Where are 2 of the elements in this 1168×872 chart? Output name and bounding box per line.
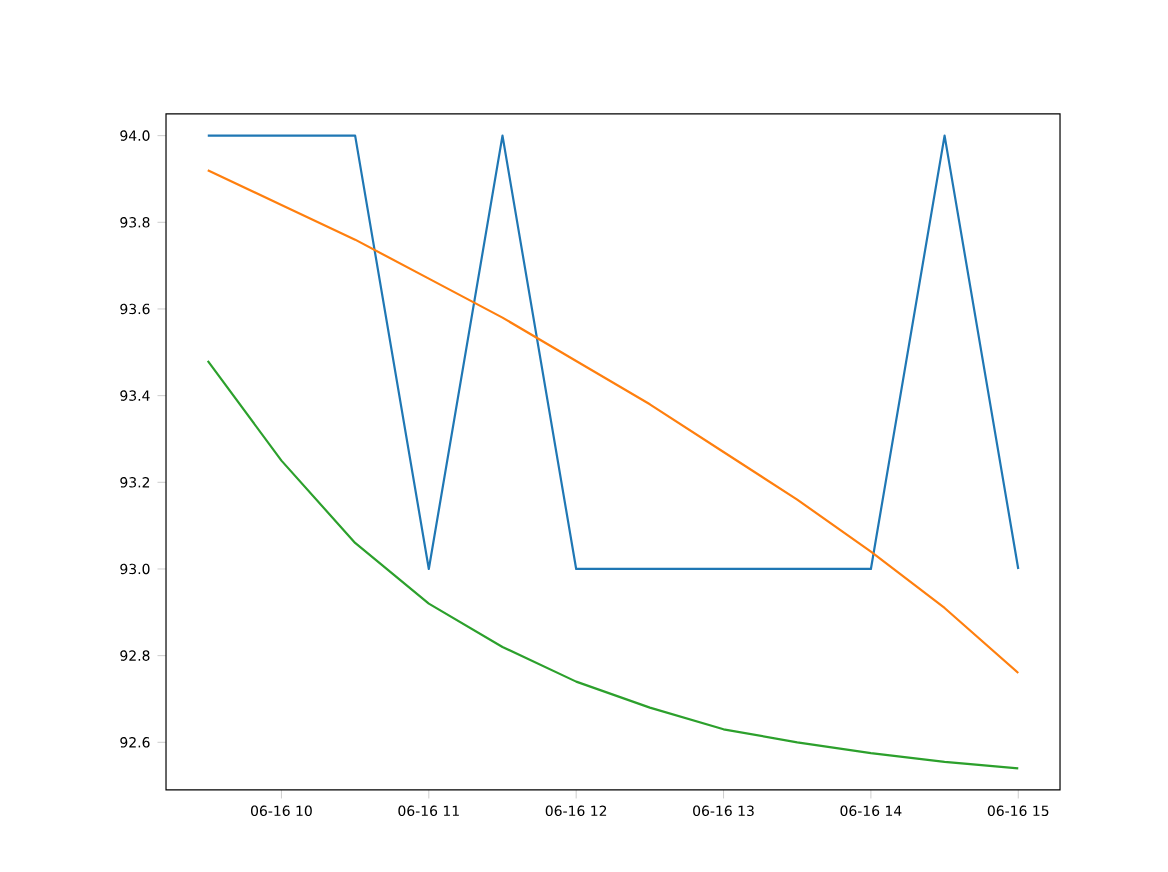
line-series bbox=[206, 169, 1020, 675]
line-series bbox=[206, 359, 1020, 770]
